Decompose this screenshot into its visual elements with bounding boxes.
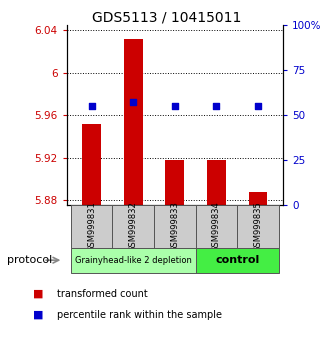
Text: GSM999834: GSM999834 [212, 201, 221, 252]
Bar [113, 205, 154, 248]
Point [214, 103, 219, 109]
Bar [207, 160, 226, 205]
Bar [195, 205, 237, 248]
Bar [71, 205, 112, 248]
Text: GDS5113 / 10415011: GDS5113 / 10415011 [92, 11, 241, 25]
Text: GSM999831: GSM999831 [87, 201, 96, 252]
Text: GSM999835: GSM999835 [253, 201, 263, 252]
Bar [154, 205, 195, 248]
Text: control: control [215, 255, 259, 265]
Point [131, 99, 136, 105]
Text: Grainyhead-like 2 depletion: Grainyhead-like 2 depletion [75, 256, 191, 265]
Bar [237, 205, 279, 248]
Bar [249, 192, 267, 205]
Bar [82, 124, 101, 205]
Bar [124, 39, 143, 205]
Text: percentile rank within the sample: percentile rank within the sample [57, 310, 221, 320]
Bar [71, 248, 195, 273]
Text: GSM999832: GSM999832 [129, 201, 138, 252]
Point [89, 103, 94, 109]
Point [255, 103, 261, 109]
Bar [166, 160, 184, 205]
Text: transformed count: transformed count [57, 289, 148, 299]
Text: protocol: protocol [7, 255, 52, 265]
Text: GSM999833: GSM999833 [170, 201, 179, 252]
Bar [195, 248, 279, 273]
Text: ■: ■ [33, 310, 44, 320]
Point [172, 103, 177, 109]
Text: ■: ■ [33, 289, 44, 299]
